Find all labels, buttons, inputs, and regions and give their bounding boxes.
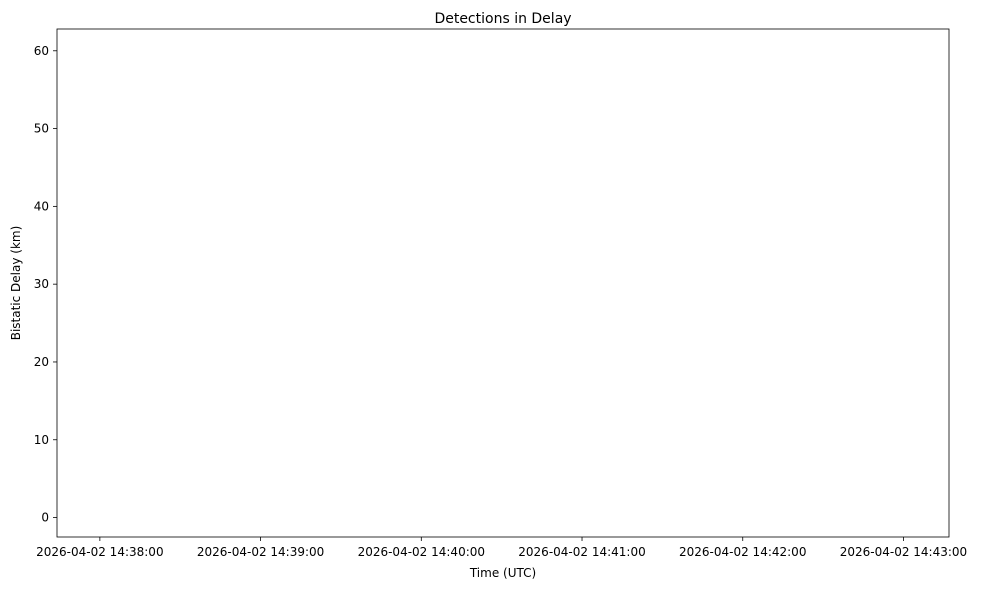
x-axis-label: Time (UTC) (469, 566, 536, 580)
x-tick-label: 2026-04-02 14:39:00 (197, 545, 324, 559)
x-tick-label: 2026-04-02 14:42:00 (679, 545, 806, 559)
y-tick-label: 60 (34, 44, 49, 58)
y-tick-label: 30 (34, 277, 49, 291)
x-tick-label: 2026-04-02 14:41:00 (518, 545, 645, 559)
x-tick-label: 2026-04-02 14:43:00 (840, 545, 967, 559)
x-tick-label: 2026-04-02 14:40:00 (358, 545, 485, 559)
y-axis-label: Bistatic Delay (km) (9, 226, 23, 341)
y-tick-label: 20 (34, 355, 49, 369)
chart-title: Detections in Delay (434, 11, 571, 27)
y-tick-label: 0 (41, 511, 49, 525)
y-tick-label: 10 (34, 433, 49, 447)
plot-area (56, 28, 950, 538)
y-axis-ticks: 0 10 20 30 40 50 60 (34, 44, 57, 525)
y-tick-label: 40 (34, 199, 49, 213)
x-axis-ticks: 2026-04-02 14:38:00 2026-04-02 14:39:00 20… (36, 537, 967, 559)
x-tick-label: 2026-04-02 14:38:00 (36, 545, 163, 559)
y-tick-label: 50 (34, 122, 49, 136)
